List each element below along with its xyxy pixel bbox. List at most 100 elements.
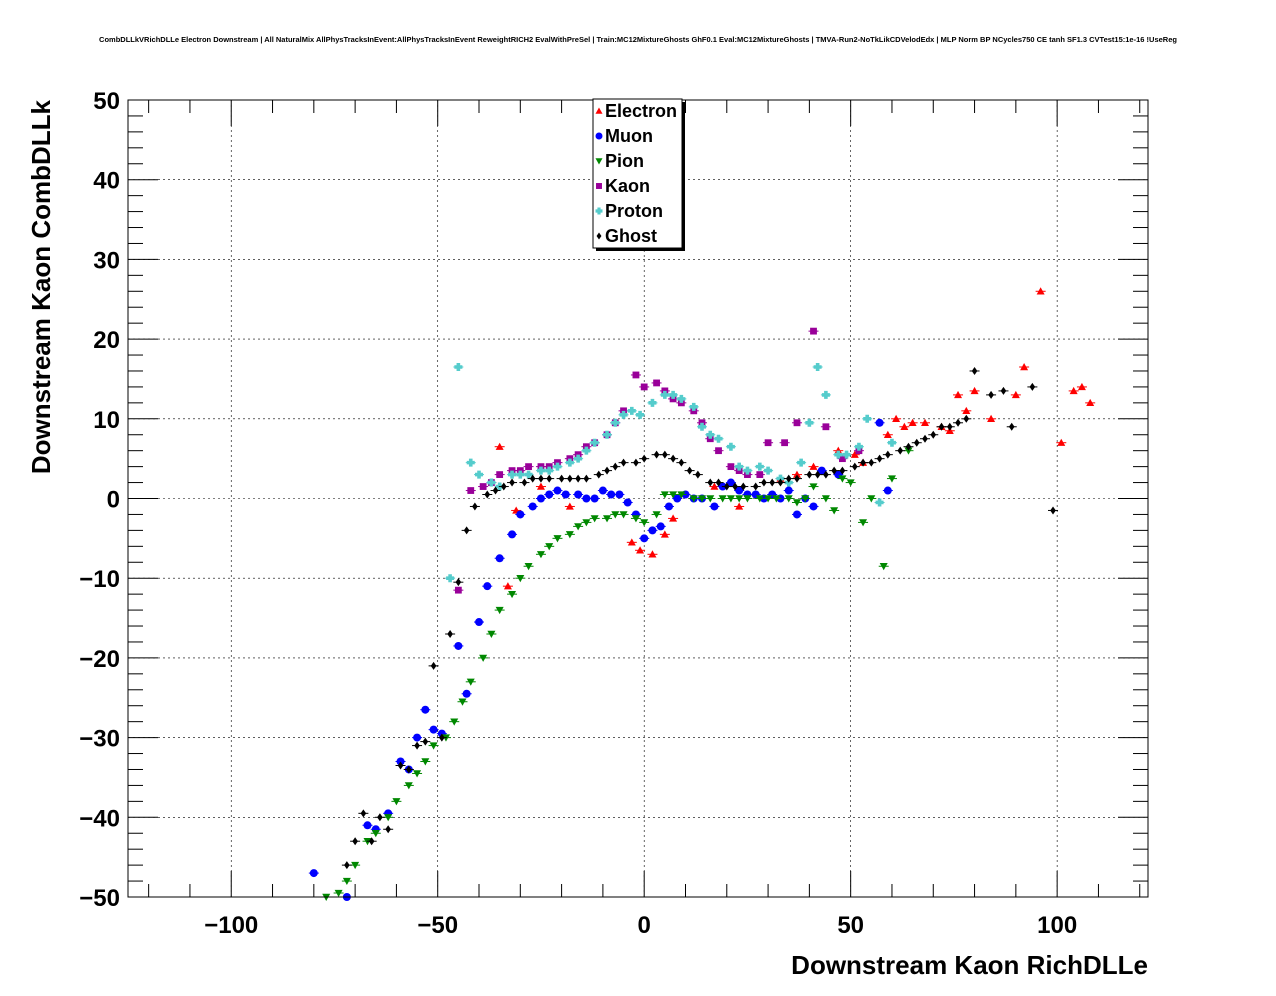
data-point [640, 534, 649, 543]
data-point [988, 390, 994, 399]
data-point [516, 575, 525, 583]
legend-label: Muon [605, 126, 653, 146]
data-point [793, 419, 801, 427]
data-point [777, 478, 784, 487]
data-point [454, 641, 463, 650]
data-point [590, 438, 599, 447]
data-point [963, 414, 970, 423]
data-point [483, 582, 492, 591]
data-point [582, 494, 591, 503]
data-point [475, 470, 484, 479]
data-point [413, 733, 422, 742]
data-point [797, 458, 806, 467]
legend-label: Pion [605, 151, 644, 171]
data-point [575, 474, 581, 483]
data-point [500, 482, 507, 491]
data-point [640, 383, 648, 391]
data-point [834, 450, 843, 459]
data-point [582, 519, 591, 527]
data-point [503, 582, 512, 590]
data-point [761, 478, 767, 487]
data-point [792, 470, 801, 478]
data-point [414, 741, 420, 750]
series-proton [445, 362, 897, 583]
data-point [467, 487, 475, 494]
data-point [669, 514, 678, 522]
data-point [1029, 382, 1036, 391]
data-point [565, 458, 574, 467]
data-point [735, 462, 744, 471]
data-point [413, 770, 422, 778]
data-point [633, 458, 639, 467]
data-point [528, 502, 537, 511]
data-point [524, 563, 533, 571]
data-point [669, 491, 678, 499]
legend-label: Kaon [605, 176, 650, 196]
data-point [446, 574, 455, 583]
data-point [653, 379, 660, 387]
legend-label: Ghost [605, 226, 657, 246]
data-point [558, 474, 565, 483]
data-point [487, 478, 496, 487]
data-point [839, 455, 846, 463]
data-point [670, 454, 676, 463]
data-point [529, 474, 536, 483]
data-point [913, 438, 920, 447]
y-axis-label: Downstream Kaon CombDLLk [26, 99, 56, 474]
data-point [784, 495, 793, 503]
data-point [536, 551, 545, 559]
data-point [623, 498, 632, 507]
data-point [954, 390, 963, 399]
y-tick-label: −30 [79, 726, 120, 753]
data-point [854, 442, 863, 451]
data-point [756, 471, 764, 478]
legend-box [592, 98, 683, 249]
data-point [641, 454, 647, 463]
data-point [792, 510, 801, 519]
data-point [735, 495, 744, 503]
data-point [660, 491, 669, 499]
data-point [619, 511, 628, 519]
data-point [487, 630, 496, 638]
data-point [801, 495, 810, 503]
y-tick-label: 0 [107, 487, 120, 514]
data-point [583, 474, 590, 483]
data-points [308, 287, 1096, 901]
data-point [472, 502, 478, 511]
data-point [669, 390, 678, 399]
data-point [755, 495, 764, 503]
data-point [462, 689, 471, 698]
data-point [842, 450, 851, 459]
data-point [810, 327, 817, 335]
data-point [831, 466, 837, 475]
data-point [718, 495, 727, 503]
data-point [627, 406, 636, 415]
data-point [607, 490, 616, 499]
y-tick-label: 40 [93, 168, 120, 195]
data-point [479, 654, 488, 662]
data-point [817, 466, 826, 475]
data-point [1020, 362, 1029, 371]
data-point [732, 482, 738, 491]
data-point [892, 414, 901, 422]
data-point [785, 474, 792, 483]
y-tick-label: −20 [79, 646, 120, 673]
data-point [885, 450, 891, 459]
data-point [823, 470, 829, 479]
data-point [384, 814, 393, 822]
data-point [677, 491, 686, 499]
y-tick-label: −40 [79, 805, 120, 832]
data-point [334, 889, 343, 898]
data-point [392, 798, 401, 806]
data-point [582, 446, 591, 455]
data-point [955, 418, 961, 427]
data-point [536, 482, 545, 490]
data-point [656, 522, 665, 531]
data-point [764, 466, 773, 475]
data-point [752, 482, 759, 491]
data-point [1000, 386, 1007, 395]
data-point [781, 439, 788, 447]
data-point [463, 526, 470, 535]
data-point [454, 362, 463, 371]
